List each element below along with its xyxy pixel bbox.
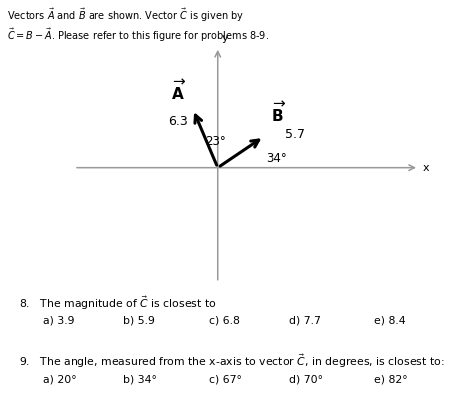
Text: Vectors $\vec{A}$ and $\vec{B}$ are shown. Vector $\vec{C}$ is given by
$\vec{C}: Vectors $\vec{A}$ and $\vec{B}$ are show… [7, 6, 269, 44]
Text: c) 6.8: c) 6.8 [209, 315, 239, 325]
Text: a) 3.9: a) 3.9 [43, 315, 74, 325]
Text: y: y [221, 33, 228, 44]
Text: 9.   The angle, measured from the x-axis to vector $\vec{C}$, in degrees, is clo: 9. The angle, measured from the x-axis t… [19, 352, 445, 370]
Text: b) 5.9: b) 5.9 [123, 315, 155, 325]
Text: 6.3: 6.3 [168, 115, 188, 128]
Text: d) 70°: d) 70° [289, 375, 323, 385]
Text: 34°: 34° [266, 152, 287, 165]
Text: a) 20°: a) 20° [43, 375, 76, 385]
Text: e) 8.4: e) 8.4 [374, 315, 406, 325]
Text: $\overrightarrow{\mathbf{B}}$: $\overrightarrow{\mathbf{B}}$ [271, 101, 286, 125]
Text: 23°: 23° [205, 135, 226, 148]
Text: d) 7.7: d) 7.7 [289, 315, 321, 325]
Text: c) 67°: c) 67° [209, 375, 241, 385]
Text: 5.7: 5.7 [284, 128, 305, 141]
Text: 8.   The magnitude of $\vec{C}$ is closest to: 8. The magnitude of $\vec{C}$ is closest… [19, 295, 217, 312]
Text: e) 82°: e) 82° [374, 375, 408, 385]
Text: x: x [422, 163, 429, 173]
Text: b) 34°: b) 34° [123, 375, 157, 385]
Text: $\overrightarrow{\mathbf{A}}$: $\overrightarrow{\mathbf{A}}$ [171, 78, 186, 103]
